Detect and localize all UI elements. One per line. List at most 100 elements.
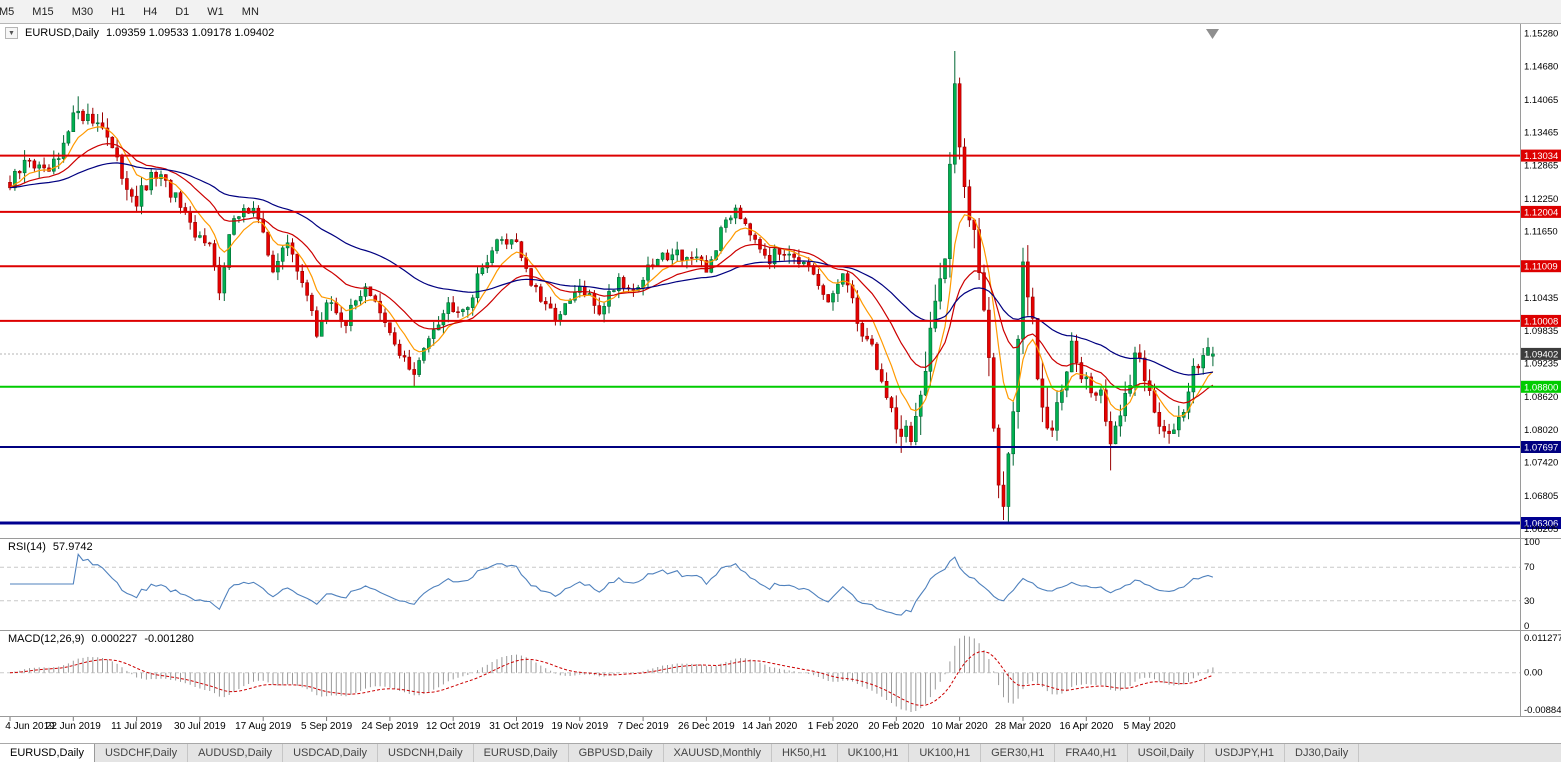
hline-price-label-bg xyxy=(1521,260,1561,273)
price-tick-label: 1.12865 xyxy=(1524,160,1558,171)
rsi-axis-label: 70 xyxy=(1524,562,1535,573)
date-axis-label: 14 Jan 2020 xyxy=(742,721,797,732)
timeframe-button-m5[interactable]: M5 xyxy=(0,5,15,18)
date-axis-label: 26 Dec 2019 xyxy=(678,721,735,732)
macd-axis-max-label: 0.011277 xyxy=(1524,633,1561,644)
hline-price-label-bg xyxy=(1521,205,1561,218)
chart-title: ▼ EURUSD,Daily 1.09359 1.09533 1.09178 1… xyxy=(5,27,274,39)
price-tick-label: 1.12250 xyxy=(1524,194,1558,205)
chart-tab[interactable]: UK100,H1 xyxy=(909,744,982,762)
rsi-indicator-label: RSI(14) 57.9742 xyxy=(8,541,93,553)
hline-price-label: 1.10008 xyxy=(1524,316,1558,327)
price-tick-label: 1.08620 xyxy=(1524,392,1558,403)
rsi-line xyxy=(10,552,1214,616)
date-axis-label: 12 Oct 2019 xyxy=(426,721,481,732)
price-tick-label: 1.07420 xyxy=(1524,458,1558,469)
timeframe-button-d1[interactable]: D1 xyxy=(175,5,190,18)
price-tick-label: 1.14680 xyxy=(1524,61,1558,72)
date-axis-label: 22 Jun 2019 xyxy=(46,721,101,732)
chart-tab[interactable]: EURUSD,Daily xyxy=(0,744,95,762)
price-tick-label: 1.10435 xyxy=(1524,293,1558,304)
chart-area[interactable]: 1.13034 1.12004 1.11009 1.10008 1.08800 1.076… xyxy=(0,24,1561,743)
chart-tab[interactable]: AUDUSD,Daily xyxy=(188,744,284,762)
chart-ohlc-values: 1.09359 1.09533 1.09178 1.09402 xyxy=(105,27,275,39)
macd-axis-min-label: -0.00884 xyxy=(1524,705,1561,716)
timeframe-button-w1[interactable]: W1 xyxy=(207,5,224,18)
date-axis-label: 24 Sep 2019 xyxy=(362,721,419,732)
date-axis-label: 19 Nov 2019 xyxy=(551,721,608,732)
current-price-label: 1.09402 xyxy=(1524,349,1558,360)
date-axis-label: 5 May 2020 xyxy=(1123,721,1176,732)
macd-main-value: 0.000227 xyxy=(91,633,138,645)
chart-tab[interactable]: USDCAD,Daily xyxy=(283,744,379,762)
date-axis-label: 1 Feb 2020 xyxy=(808,721,859,732)
chart-tab[interactable]: EURUSD,Daily xyxy=(473,744,569,762)
hline-price-label-bg xyxy=(1521,380,1561,393)
timeframe-button-m15[interactable]: M15 xyxy=(32,5,54,18)
hline-price-label: 1.06306 xyxy=(1524,519,1558,530)
timeframe-button-h4[interactable]: H4 xyxy=(143,5,158,18)
timeframe-button-m30[interactable]: M30 xyxy=(71,5,94,18)
chart-tab-bar: EURUSD,Daily USDCHF,Daily AUDUSD,Daily USDC… xyxy=(0,743,1561,762)
date-axis-label: 16 Apr 2020 xyxy=(1059,721,1113,732)
moving-average-line xyxy=(9,126,1214,417)
chart-tab[interactable]: FRA40,H1 xyxy=(1055,744,1128,762)
chart-tab[interactable]: GER30,H1 xyxy=(981,744,1056,762)
price-tick-label: 1.14065 xyxy=(1524,95,1558,106)
macd-indicator-label: MACD(12,26,9) 0.000227 -0.001280 xyxy=(8,633,194,645)
candlesticks xyxy=(8,51,1215,522)
chart-tab[interactable]: DJ30,Daily xyxy=(1285,744,1360,762)
chart-symbol-period: EURUSD,Daily xyxy=(25,27,99,39)
current-price-label-bg xyxy=(1521,347,1561,360)
rsi-name: RSI(14) xyxy=(8,541,46,553)
hline-price-label: 1.11009 xyxy=(1524,262,1558,273)
price-tick-label: 1.06205 xyxy=(1524,524,1558,535)
date-axis-label: 31 Oct 2019 xyxy=(489,721,544,732)
chart-shift-marker[interactable] xyxy=(1206,29,1219,39)
hline-price-label-bg xyxy=(1521,314,1561,327)
date-axis-label: 20 Feb 2020 xyxy=(868,721,925,732)
price-tick-label: 1.08020 xyxy=(1524,425,1558,436)
date-axis-label: 10 Mar 2020 xyxy=(932,721,989,732)
price-tick-label: 1.09235 xyxy=(1524,359,1558,370)
price-tick-label: 1.15280 xyxy=(1524,29,1558,40)
date-axis-label: 5 Sep 2019 xyxy=(301,721,353,732)
chart-tab[interactable]: USDCNH,Daily xyxy=(378,744,474,762)
timeframe-toolbar: M5 M15 M30 H1 H4 D1 W1 MN xyxy=(0,0,1561,24)
hline-price-label: 1.08800 xyxy=(1524,382,1558,393)
timeframe-button-h1[interactable]: H1 xyxy=(111,5,126,18)
chart-tab[interactable]: USDJPY,H1 xyxy=(1204,744,1286,762)
moving-average-line xyxy=(9,162,1213,376)
rsi-axis-label: 0 xyxy=(1524,621,1529,632)
hline-price-label: 1.12004 xyxy=(1524,207,1558,218)
chart-tab[interactable]: HK50,H1 xyxy=(771,744,838,762)
hline-price-label-bg xyxy=(1521,517,1561,529)
macd-axis-zero-label: 0.00 xyxy=(1524,668,1543,679)
collapse-indicator-icon[interactable]: ▼ xyxy=(5,27,18,39)
chart-tab[interactable]: UK100,H1 xyxy=(837,744,910,762)
chart-tab[interactable]: XAUUSD,Monthly xyxy=(663,744,772,762)
macd-histogram xyxy=(14,635,1214,712)
chart-tab[interactable]: GBPUSD,Daily xyxy=(568,744,664,762)
hline-price-label: 1.13034 xyxy=(1524,151,1558,162)
date-axis-label: 11 Jul 2019 xyxy=(111,721,162,732)
macd-signal-line xyxy=(9,650,1214,706)
date-axis-label: 17 Aug 2019 xyxy=(235,721,292,732)
moving-average-line xyxy=(9,142,1214,404)
price-tick-label: 1.06805 xyxy=(1524,491,1558,502)
rsi-axis-label: 30 xyxy=(1524,596,1535,607)
price-chart-svg[interactable]: 1.13034 1.12004 1.11009 1.10008 1.08800 1.076… xyxy=(0,24,1561,743)
hline-price-label-bg xyxy=(1521,149,1561,162)
macd-name: MACD(12,26,9) xyxy=(8,633,85,645)
date-axis-label: 28 Mar 2020 xyxy=(995,721,1052,732)
chart-tab[interactable]: USDCHF,Daily xyxy=(94,744,189,762)
price-tick-label: 1.11650 xyxy=(1524,227,1558,238)
hline-price-label: 1.07697 xyxy=(1524,443,1558,454)
date-axis-label: 30 Jul 2019 xyxy=(174,721,226,732)
timeframe-button-mn[interactable]: MN xyxy=(241,5,259,18)
rsi-value: 57.9742 xyxy=(52,541,93,553)
hline-price-label-bg xyxy=(1521,441,1561,453)
date-axis-label: 4 Jun 2019 xyxy=(5,721,55,732)
rsi-axis-label: 100 xyxy=(1524,537,1540,548)
chart-tab[interactable]: USOil,Daily xyxy=(1127,744,1205,762)
